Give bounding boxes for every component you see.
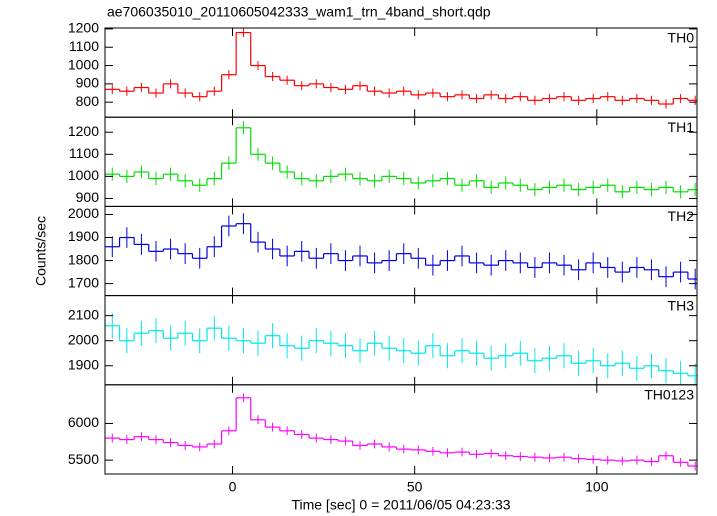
y-tick-label: 900 xyxy=(76,189,100,205)
y-tick-label: 1100 xyxy=(69,145,99,161)
y-tick-label: 1000 xyxy=(68,167,99,183)
x-axis-label: Time [sec] 0 = 2011/06/05 04:23:33 xyxy=(291,497,510,513)
y-tick-label: 2000 xyxy=(68,205,99,221)
panel-frame xyxy=(104,205,698,297)
y-tick-label: 5500 xyxy=(68,451,99,467)
panel-label: TH0 xyxy=(668,30,695,46)
y-tick-label: 1200 xyxy=(68,123,99,139)
x-tick-label: 100 xyxy=(585,479,609,495)
y-tick-label: 1000 xyxy=(68,56,99,72)
panel-label: TH3 xyxy=(668,297,695,313)
panel-label: TH0123 xyxy=(644,387,694,403)
y-tick-label: 900 xyxy=(76,75,100,91)
y-axis-label: Counts/sec xyxy=(33,216,49,286)
y-tick-label: 1100 xyxy=(69,38,99,54)
y-tick-label: 2100 xyxy=(68,306,99,322)
panel-frame xyxy=(104,384,698,475)
chart-title: ae706035010_20110605042333_wam1_trn_4ban… xyxy=(107,4,491,20)
y-tick-label: 1200 xyxy=(68,20,99,36)
x-tick-label: 0 xyxy=(229,479,237,495)
y-tick-label: 1900 xyxy=(68,356,99,372)
y-tick-label: 1700 xyxy=(68,274,99,290)
panel-frame xyxy=(104,116,698,207)
y-tick-label: 1900 xyxy=(68,228,99,244)
y-tick-label: 2000 xyxy=(68,331,99,347)
y-tick-label: 1800 xyxy=(68,251,99,267)
y-tick-label: 6000 xyxy=(68,414,99,430)
panel-frame xyxy=(104,27,698,118)
x-tick-label: 50 xyxy=(407,479,423,495)
panel-label: TH1 xyxy=(668,119,695,135)
panel-label: TH2 xyxy=(668,208,695,224)
y-tick-label: 800 xyxy=(76,93,100,109)
